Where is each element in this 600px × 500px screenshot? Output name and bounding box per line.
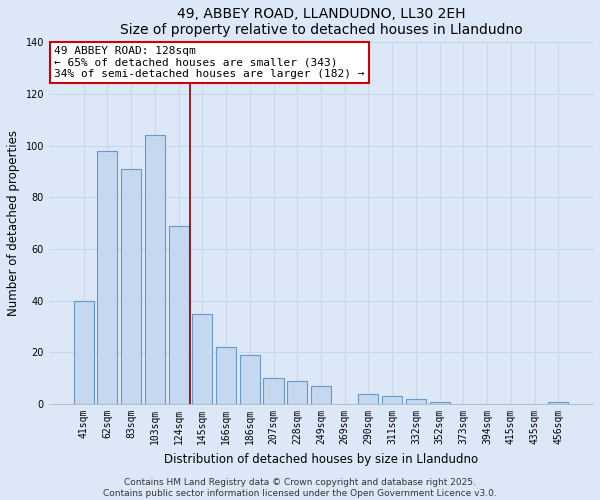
Bar [548, 402, 568, 404]
Text: Contains HM Land Registry data © Crown copyright and database right 2025.
Contai: Contains HM Land Registry data © Crown c… [103, 478, 497, 498]
Bar [358, 394, 379, 404]
Bar [145, 136, 165, 404]
Bar [430, 402, 449, 404]
Bar [287, 381, 307, 404]
Bar [169, 226, 188, 404]
Bar [406, 399, 426, 404]
Y-axis label: Number of detached properties: Number of detached properties [7, 130, 20, 316]
Text: 49 ABBEY ROAD: 128sqm
← 65% of detached houses are smaller (343)
34% of semi-det: 49 ABBEY ROAD: 128sqm ← 65% of detached … [55, 46, 365, 80]
Bar [311, 386, 331, 404]
Title: 49, ABBEY ROAD, LLANDUDNO, LL30 2EH
Size of property relative to detached houses: 49, ABBEY ROAD, LLANDUDNO, LL30 2EH Size… [119, 7, 523, 37]
Bar [192, 314, 212, 404]
Bar [74, 301, 94, 404]
Bar [239, 355, 260, 404]
Bar [121, 169, 141, 404]
X-axis label: Distribution of detached houses by size in Llandudno: Distribution of detached houses by size … [164, 452, 478, 466]
Bar [97, 151, 118, 404]
Bar [263, 378, 284, 404]
Bar [216, 348, 236, 404]
Bar [382, 396, 402, 404]
